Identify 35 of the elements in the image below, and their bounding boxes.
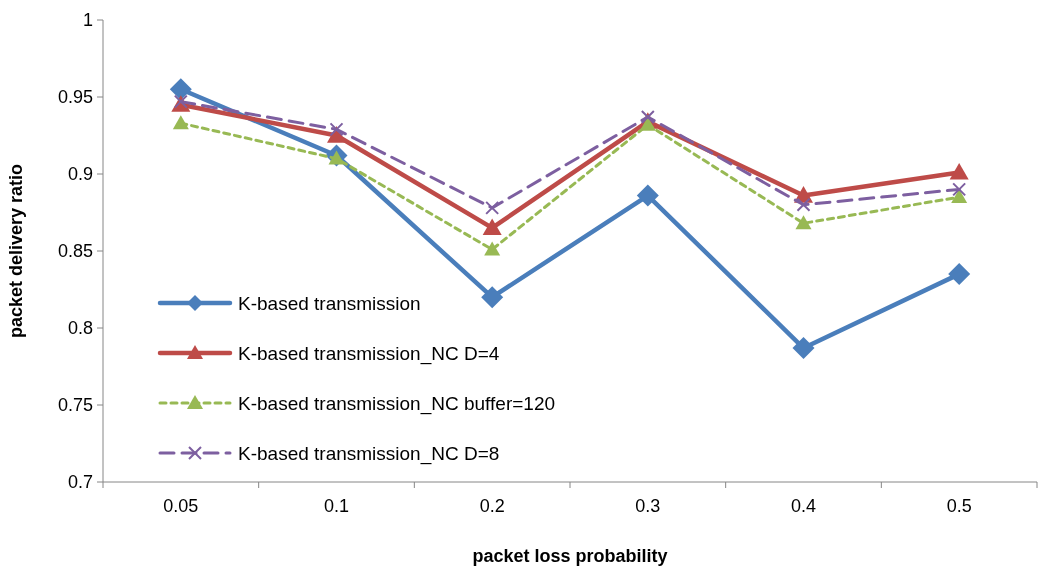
x-tick-label: 0.1 [323,496,350,516]
point [640,110,655,125]
point [481,286,504,309]
point [948,263,971,286]
y-axis-title: packet delivery ratio [6,163,26,339]
point [169,78,192,101]
x-tick-label: 0.3 [635,496,661,516]
y-tick-label: 0.75 [57,395,93,416]
x-tick-label: 0.4 [790,496,817,516]
x-axis-title: packet loss probability [472,546,668,566]
point [795,215,812,230]
legend-label: K-based transmission_NC buffer=120 [238,392,556,415]
point [949,162,969,180]
y-tick-label: 0.8 [67,318,93,339]
point [172,115,189,130]
legend-label: K-based transmission_NC D=8 [238,442,500,465]
point [329,122,344,137]
legend-label: K-based transmission_NC D=4 [238,342,500,365]
y-tick-label: 0.85 [57,241,93,262]
point [796,197,811,212]
point [636,184,659,207]
point [482,218,502,236]
x-tick-label: 0.05 [163,496,199,516]
point [951,189,968,204]
x-tick-label: 0.2 [479,496,505,516]
point [484,241,501,256]
y-tick-label: 0.7 [67,472,93,493]
legend-label: K-based transmission [238,292,421,314]
x-tick-label: 0.5 [946,496,972,516]
y-tick-label: 0.95 [57,87,93,108]
point [952,182,967,197]
point [792,337,815,360]
y-tick-label: 0.9 [67,164,93,185]
y-tick-label: 1 [82,10,93,31]
point [485,200,500,215]
